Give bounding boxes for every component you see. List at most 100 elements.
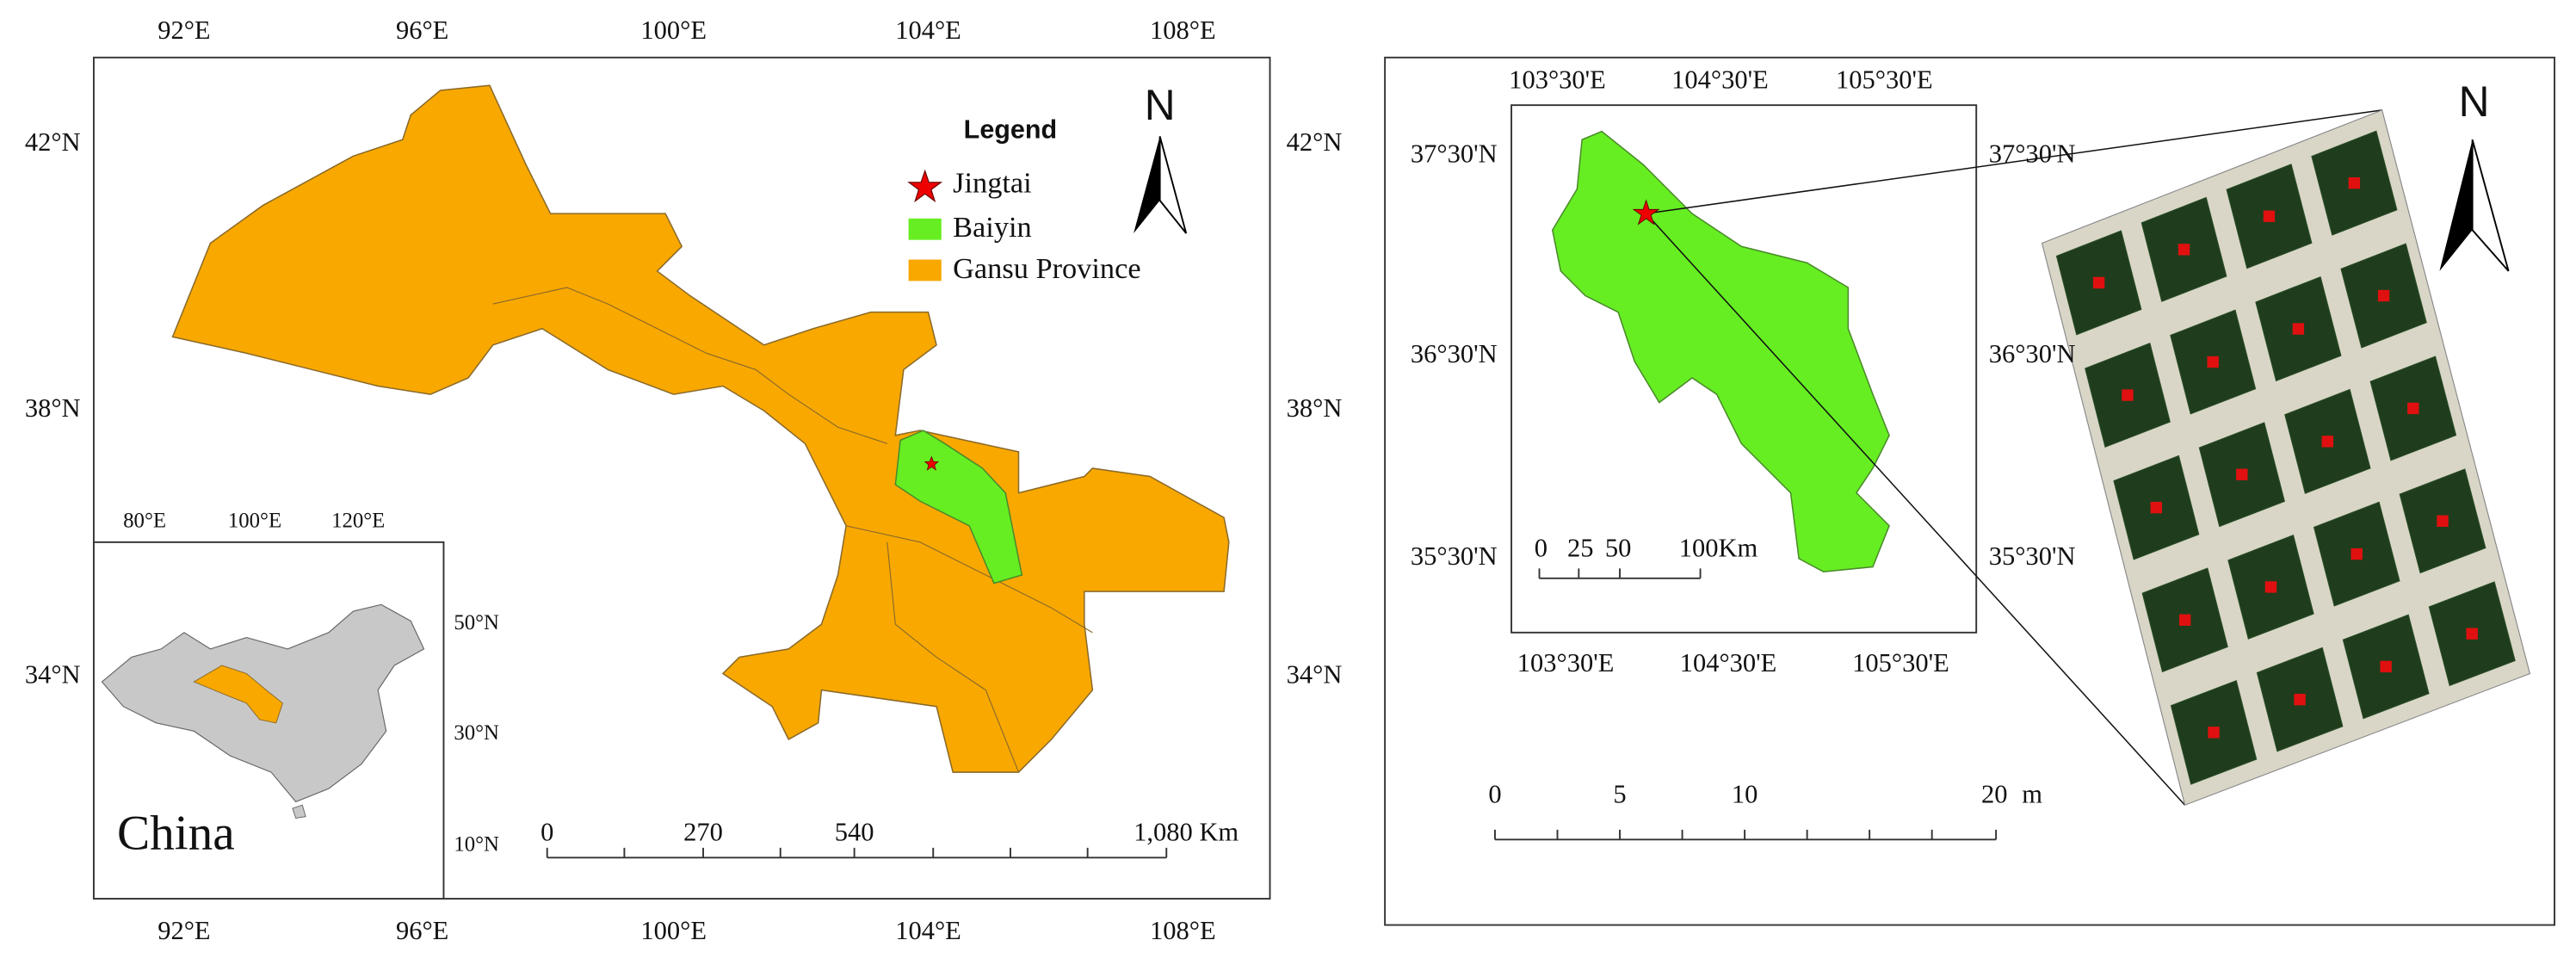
- scale-label: 0: [541, 818, 553, 847]
- lat-label: 42°N: [1287, 127, 1343, 157]
- right-map-frame: [1384, 56, 2556, 926]
- left-map-frame: [92, 56, 1271, 900]
- sample-point: [2380, 660, 2392, 673]
- lat-label: 38°N: [25, 393, 81, 423]
- lat-label: 37°30'N: [1411, 139, 1498, 168]
- legend-item: Jingtai: [953, 167, 1032, 200]
- scale-label: 10: [1732, 780, 1758, 809]
- sample-point: [2321, 436, 2333, 448]
- hainan: [292, 804, 306, 819]
- lon-label: 120°E: [331, 510, 385, 533]
- legend-star: [907, 169, 943, 203]
- sample-point: [2207, 356, 2219, 368]
- sample-point: [2179, 614, 2191, 626]
- sample-point: [2208, 727, 2220, 739]
- field-plots: [2055, 130, 2516, 785]
- labels: 92°E 92°E 96°E 96°E 100°E 100°E 104°E 104°E 108°…: [25, 15, 2490, 945]
- north-label: N: [1145, 81, 1176, 129]
- lon-label: 108°E: [1150, 15, 1216, 45]
- lat-label: 36°30'N: [1989, 339, 2076, 368]
- lat-label: 35°30'N: [1989, 541, 2076, 571]
- sample-point: [2377, 289, 2390, 302]
- lat-label: 50°N: [454, 611, 499, 634]
- sample-point: [2264, 581, 2277, 593]
- jingtai-star: [924, 455, 939, 471]
- lon-label: 104°30'E: [1671, 65, 1769, 94]
- north-arrow: [2439, 139, 2473, 271]
- sample-point: [2292, 323, 2305, 335]
- lon-label: 108°E: [1150, 916, 1216, 945]
- sample-point: [2294, 693, 2306, 706]
- scale-label: 540: [835, 818, 874, 847]
- lat-label: 38°N: [1287, 393, 1343, 423]
- legend-swatch: [908, 259, 942, 281]
- baiyin-inset-frame: [1510, 104, 1978, 634]
- lon-label: 100°E: [640, 15, 707, 45]
- lon-label: 104°E: [895, 15, 961, 45]
- sample-point: [2437, 515, 2449, 527]
- lat-label: 34°N: [1287, 659, 1343, 689]
- north-arrow: [1134, 136, 1160, 234]
- gansu-in-china: [193, 665, 283, 724]
- scale-label: 50: [1605, 533, 1632, 562]
- zoom-line: [1646, 213, 2186, 806]
- lon-label: 100°E: [640, 916, 707, 945]
- sample-point: [2236, 468, 2248, 480]
- scale-label: 0: [1488, 780, 1501, 809]
- lon-label: 96°E: [396, 916, 448, 945]
- lon-label: 92°E: [158, 916, 210, 945]
- sample-point: [2092, 276, 2105, 289]
- county-borders: [886, 541, 1020, 773]
- zoom-line: [1646, 109, 2382, 214]
- lon-label: 80°E: [123, 510, 166, 533]
- sample-point: [2351, 547, 2363, 560]
- county-borders: [845, 525, 1093, 634]
- north-label: N: [2459, 77, 2490, 126]
- scale-label: 20: [1981, 780, 2008, 809]
- legend-item: Baiyin: [953, 211, 1032, 244]
- lon-label: 103°30'E: [1509, 65, 1606, 94]
- sample-point: [2122, 389, 2134, 401]
- lon-label: 105°30'E: [1836, 65, 1933, 94]
- scale-label: 0: [1535, 533, 1547, 562]
- scale-label: m: [2022, 780, 2042, 809]
- scale-label: 25: [1567, 533, 1594, 562]
- sample-point: [2466, 628, 2478, 640]
- lat-label: 37°30'N: [1989, 139, 2076, 168]
- china-label: China: [117, 807, 235, 861]
- lat-label: 34°N: [25, 659, 81, 689]
- lat-label: 36°30'N: [1411, 339, 1498, 368]
- baiyin-shape: [1551, 130, 1890, 572]
- scale-label: 1,080 Km: [1134, 818, 1239, 847]
- lon-label: 103°30'E: [1517, 648, 1615, 677]
- baiyin-region: [894, 430, 1023, 584]
- gansu-province: [171, 84, 1230, 773]
- scale-label: 100Km: [1679, 533, 1758, 562]
- sample-point: [2263, 210, 2276, 222]
- sample-point: [2348, 176, 2361, 189]
- sample-point: [2407, 402, 2419, 415]
- lat-label: 10°N: [454, 833, 499, 857]
- legend-title: Legend: [964, 115, 1058, 145]
- north-arrow: [2471, 139, 2510, 272]
- lon-label: 105°30'E: [1852, 648, 1949, 677]
- county-borders: [492, 287, 887, 444]
- scale-label: 5: [1613, 780, 1626, 809]
- lat-label: 42°N: [25, 127, 81, 157]
- lat-label: 30°N: [454, 721, 499, 745]
- lat-label: 35°30'N: [1411, 541, 1498, 571]
- lon-label: 92°E: [158, 15, 210, 45]
- sample-point: [2150, 501, 2163, 514]
- legend-swatch: [908, 218, 942, 240]
- lon-label: 104°E: [895, 916, 961, 945]
- scale-label: 270: [683, 818, 723, 847]
- sample-point: [2178, 244, 2190, 256]
- lon-label: 96°E: [396, 15, 448, 45]
- legend-item: Gansu Province: [953, 252, 1140, 285]
- jingtai-star: [1632, 199, 1660, 226]
- lon-label: 104°30'E: [1680, 648, 1777, 677]
- north-arrow: [1158, 136, 1188, 234]
